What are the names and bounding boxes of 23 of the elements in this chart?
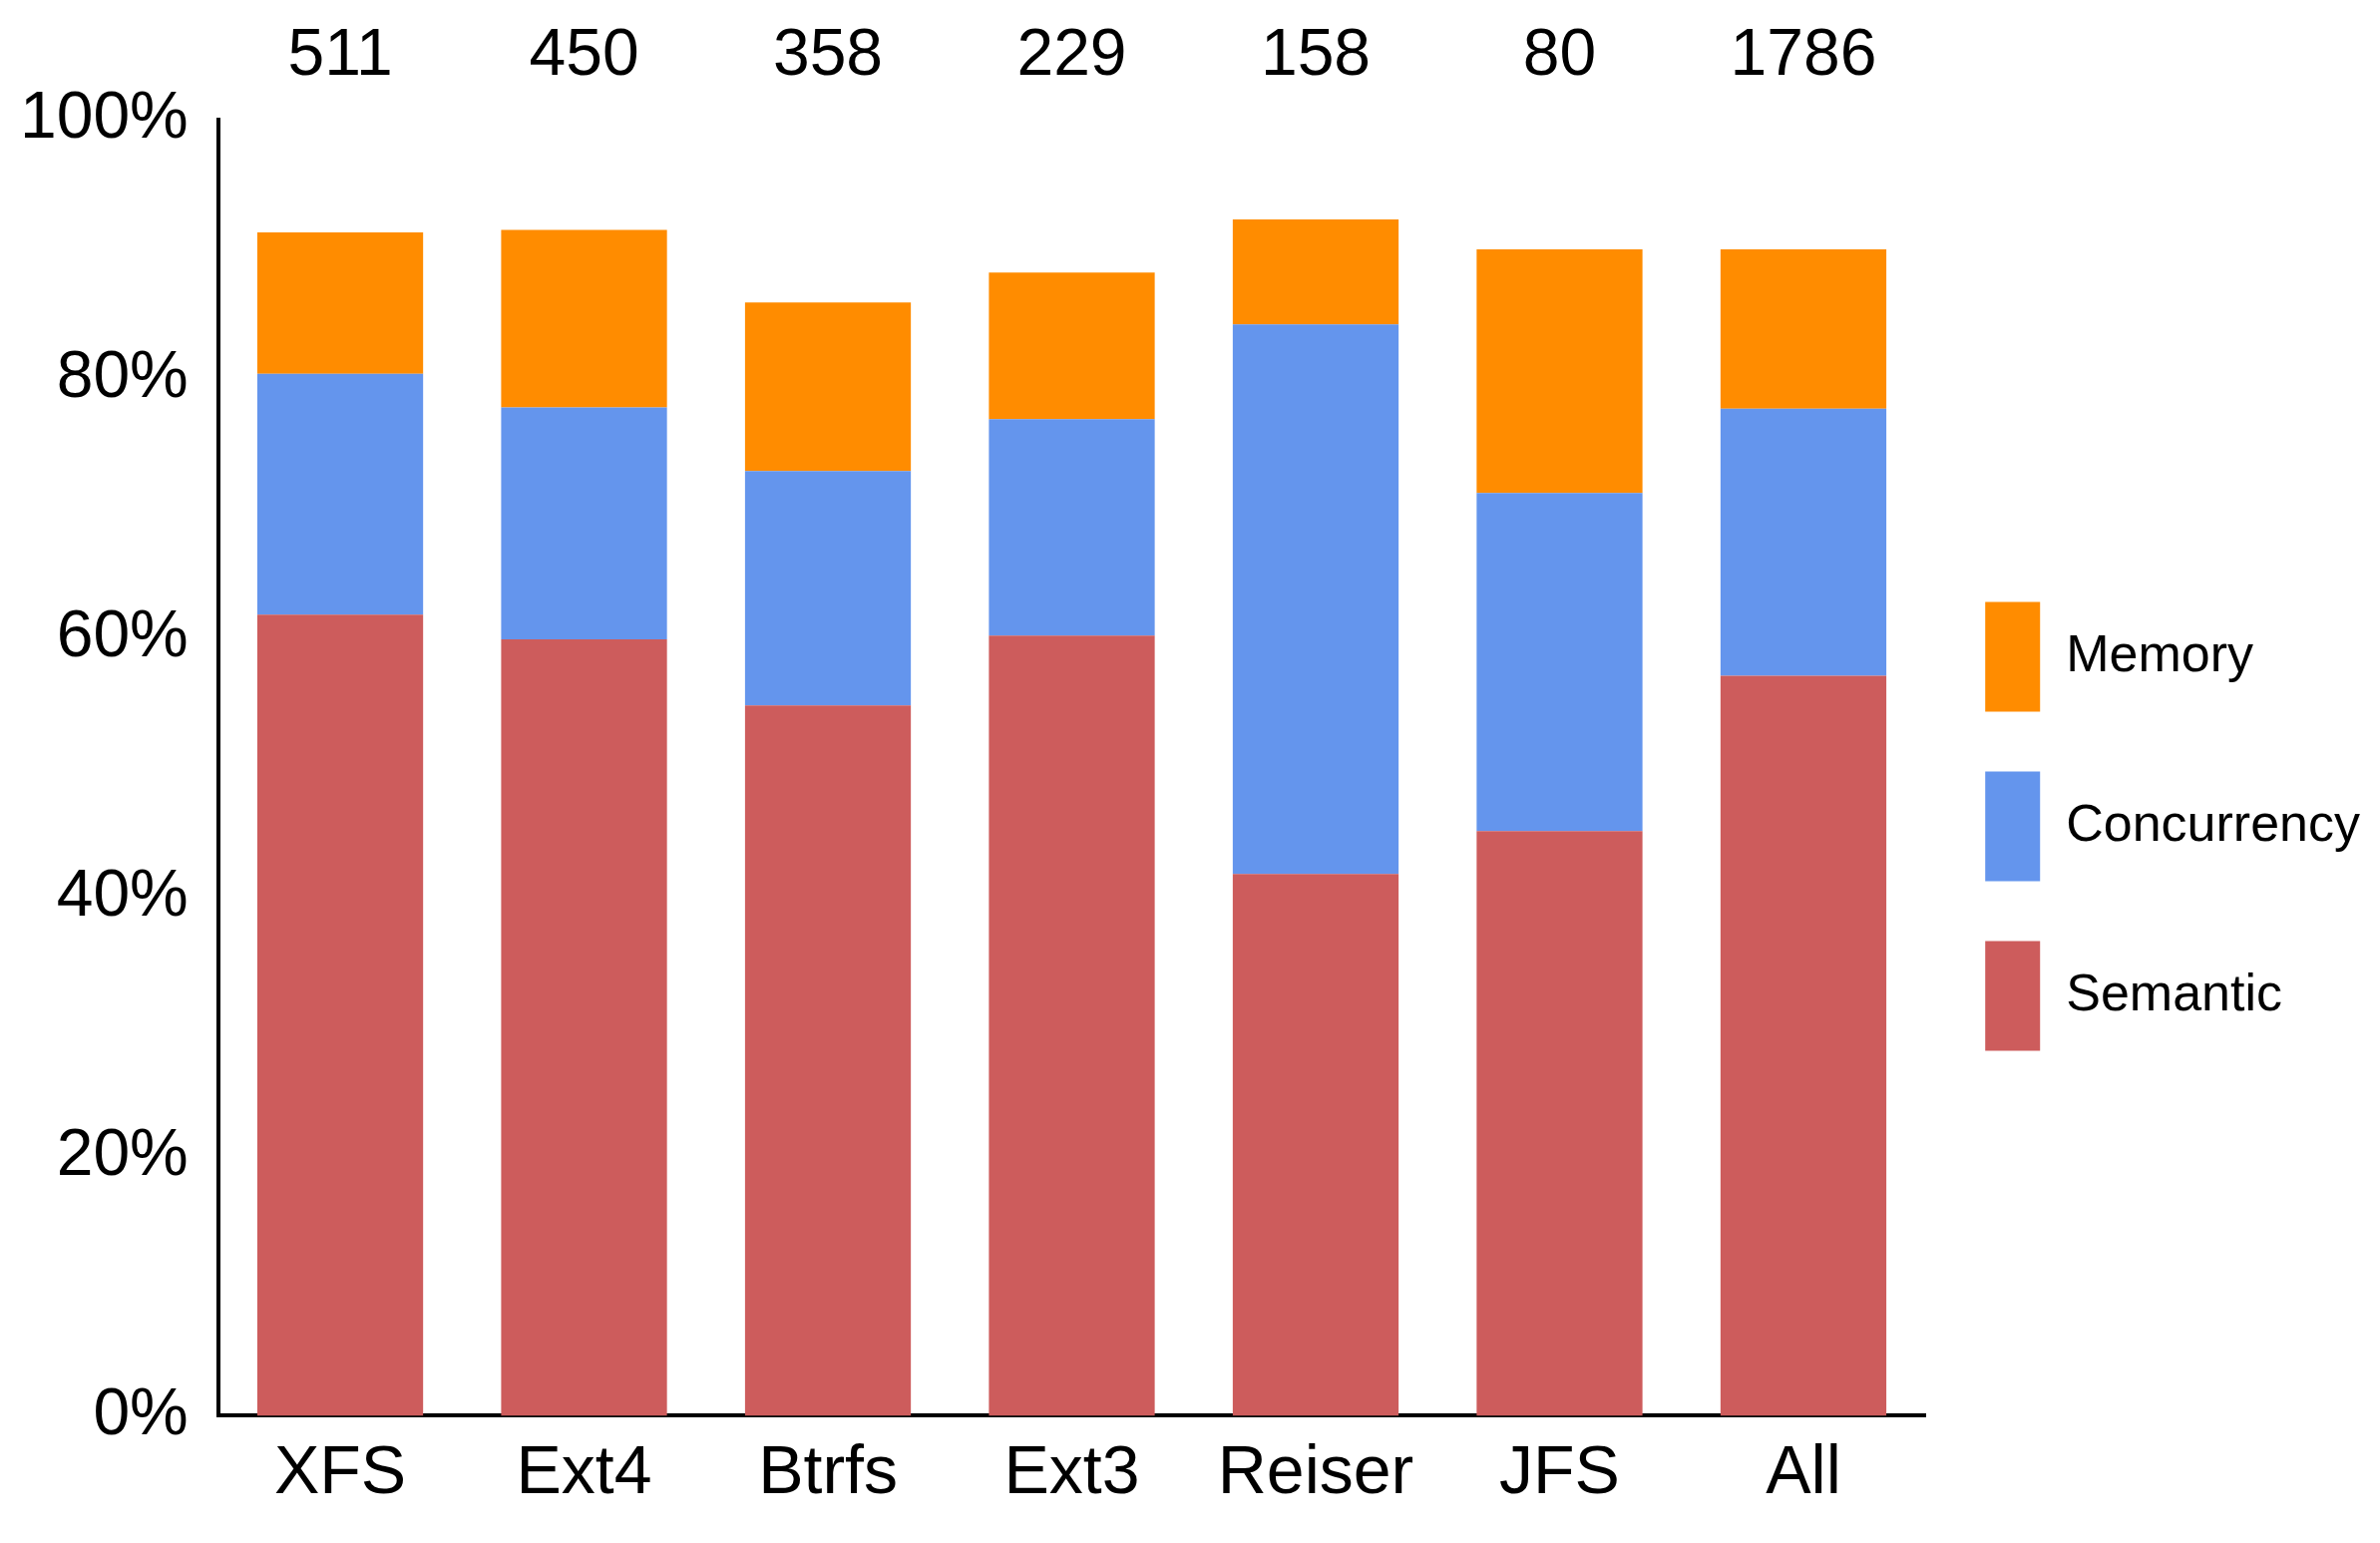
y-tick-label: 80% bbox=[56, 337, 189, 412]
text: 80 bbox=[1522, 15, 1597, 90]
legend-label: Semantic bbox=[2066, 963, 2282, 1021]
text: 358 bbox=[772, 15, 884, 90]
y-tick-label: 20% bbox=[56, 1114, 189, 1189]
text: 450 bbox=[529, 15, 639, 90]
text: 1786 bbox=[1730, 15, 1877, 90]
text: 158 bbox=[1260, 15, 1372, 90]
text: 511 bbox=[287, 15, 393, 90]
text: 229 bbox=[1016, 15, 1127, 90]
y-tick-label: 0% bbox=[93, 1373, 189, 1448]
x-tick-label: Ext4 bbox=[516, 1430, 652, 1507]
legend-label: Concurrency bbox=[2066, 793, 2361, 852]
x-tick-label: Ext3 bbox=[1003, 1430, 1140, 1507]
x-tick-label: XFS bbox=[273, 1430, 407, 1507]
x-tick-label: Reiser bbox=[1217, 1430, 1414, 1507]
y-tick-label: 100% bbox=[19, 78, 189, 153]
x-tick-label: Btrfs bbox=[758, 1430, 898, 1507]
legend-label: Memory bbox=[2066, 623, 2254, 682]
x-tick-label: All bbox=[1766, 1430, 1841, 1507]
y-tick-label: 40% bbox=[56, 855, 189, 930]
y-tick-label: 60% bbox=[56, 595, 189, 670]
x-tick-label: JFS bbox=[1499, 1430, 1620, 1507]
